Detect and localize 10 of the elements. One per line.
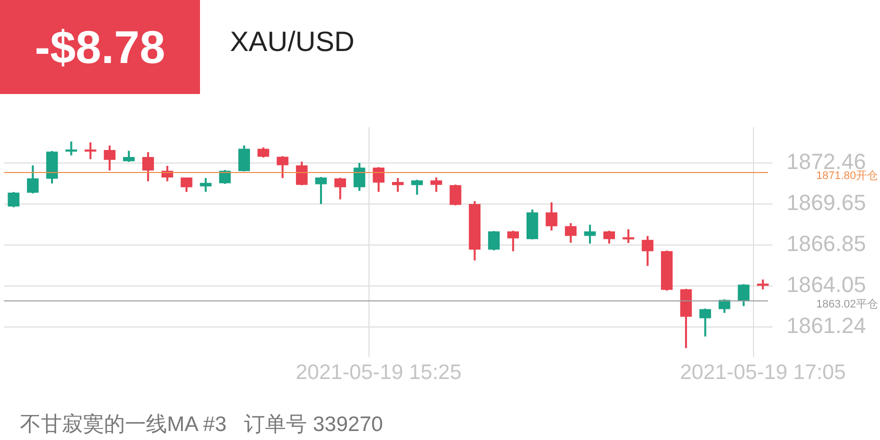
y-tick-label: 1866.85 bbox=[786, 230, 866, 256]
text: -$8.78 bbox=[34, 20, 166, 74]
y-tick-label: 1869.65 bbox=[786, 190, 866, 216]
text: 不甘寂寞的一线MA #3 订单号 339270 bbox=[20, 412, 383, 438]
x-tick-label: 2021-05-19 17:05 bbox=[680, 361, 846, 384]
y-tick-label: 1861.24 bbox=[786, 313, 866, 338]
y-tick-label: 1864.05 bbox=[786, 272, 866, 297]
ref-line-label: 1863.02平仓 bbox=[816, 298, 878, 310]
x-tick-label: 2021-05-19 15:25 bbox=[296, 361, 462, 384]
chart-title: XAU/USD bbox=[230, 26, 354, 58]
